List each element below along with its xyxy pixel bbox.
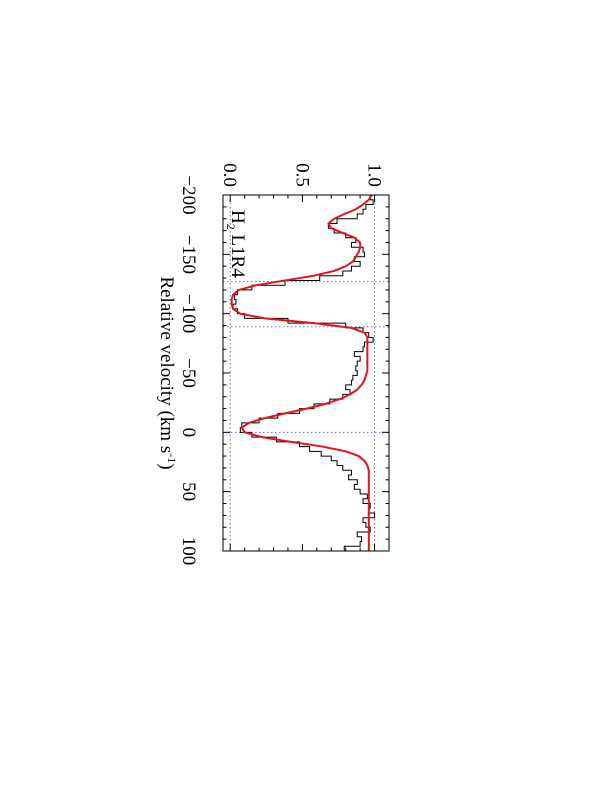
velocity-tick-label: −100 bbox=[178, 294, 199, 333]
flux-tick-label: 1.0 bbox=[364, 163, 385, 187]
x-axis-title: Relative velocity (km s-1) bbox=[156, 276, 179, 469]
velocity-tick-label: 0 bbox=[178, 428, 199, 438]
model-fit-curve bbox=[230, 194, 373, 551]
series-layer bbox=[230, 194, 376, 551]
flux-tick-label: 0.5 bbox=[291, 163, 312, 187]
velocity-tick-label: 100 bbox=[178, 537, 199, 566]
x-axis-title-main: Relative velocity (km s bbox=[156, 276, 177, 453]
observed-spectrum-histogram bbox=[232, 195, 376, 551]
x-axis-title-end: ) bbox=[156, 463, 177, 469]
velocity-tick-label: −200 bbox=[178, 175, 199, 214]
velocity-tick-label: −150 bbox=[178, 235, 199, 274]
species-annotation: H2 L1R4 bbox=[224, 210, 248, 278]
velocity-tick-label: −50 bbox=[178, 358, 199, 388]
x-axis-title-superscript: -1 bbox=[165, 453, 179, 463]
annotation-main: H bbox=[227, 210, 248, 224]
velocity-tick-label: 50 bbox=[178, 482, 199, 501]
annotation-subscript: 2 bbox=[224, 224, 238, 230]
ticks-layer: −200 −150 −100 −50 0 50 100 0.0 0.5 1.0 bbox=[178, 163, 390, 566]
flux-tick-label: 0.0 bbox=[219, 163, 240, 187]
annotation-rest: L1R4 bbox=[227, 230, 248, 279]
reference-lines bbox=[223, 195, 389, 551]
